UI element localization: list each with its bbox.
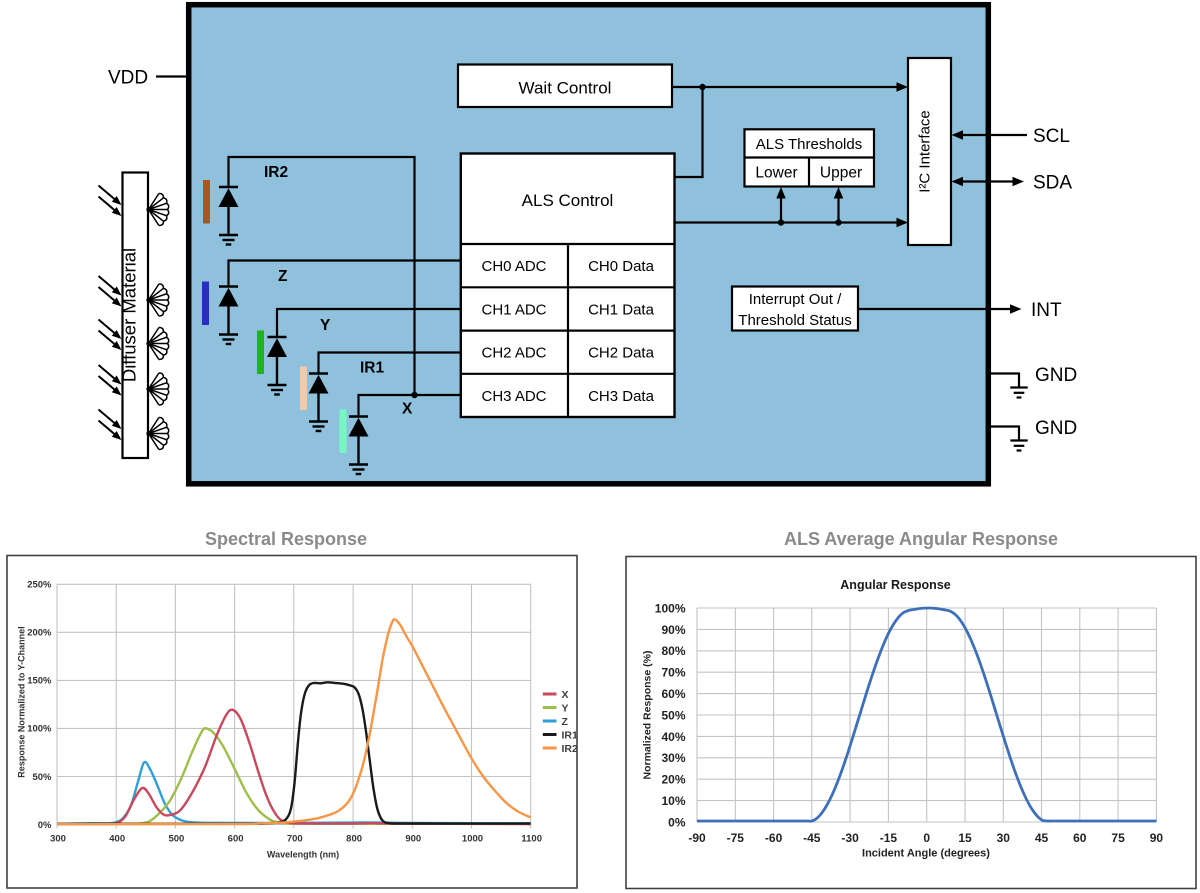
- svg-text:ALS Thresholds: ALS Thresholds: [756, 136, 862, 153]
- svg-text:20%: 20%: [661, 773, 685, 787]
- svg-text:500: 500: [168, 833, 184, 844]
- svg-text:-30: -30: [841, 831, 859, 845]
- svg-text:200%: 200%: [27, 628, 52, 639]
- svg-text:CH3 ADC: CH3 ADC: [481, 388, 546, 405]
- svg-text:CH2 Data: CH2 Data: [588, 345, 655, 362]
- svg-text:100%: 100%: [27, 724, 52, 735]
- svg-text:VDD: VDD: [108, 67, 148, 88]
- svg-text:-15: -15: [880, 831, 898, 845]
- svg-text:10%: 10%: [661, 794, 685, 808]
- svg-text:Threshold Status: Threshold Status: [738, 312, 851, 329]
- svg-text:0%: 0%: [38, 820, 52, 831]
- svg-text:1000: 1000: [462, 833, 483, 844]
- svg-text:80%: 80%: [661, 644, 685, 658]
- svg-text:Y: Y: [320, 317, 331, 334]
- svg-text:IR2: IR2: [562, 743, 579, 755]
- svg-text:70%: 70%: [661, 666, 685, 680]
- svg-text:Lower: Lower: [755, 165, 797, 182]
- svg-text:INT: INT: [1031, 300, 1062, 321]
- svg-text:100%: 100%: [655, 601, 686, 615]
- svg-text:50%: 50%: [661, 708, 685, 722]
- svg-text:250%: 250%: [27, 580, 52, 591]
- svg-text:SDA: SDA: [1033, 172, 1072, 193]
- svg-text:900: 900: [405, 833, 421, 844]
- svg-text:0%: 0%: [668, 815, 686, 829]
- svg-text:CH0 ADC: CH0 ADC: [481, 258, 546, 275]
- svg-text:-45: -45: [803, 831, 821, 845]
- svg-text:Z: Z: [562, 716, 569, 728]
- svg-text:300: 300: [50, 833, 66, 844]
- svg-text:GND: GND: [1035, 418, 1077, 439]
- svg-text:GND: GND: [1035, 365, 1077, 386]
- svg-text:-60: -60: [765, 831, 783, 845]
- svg-text:50%: 50%: [32, 772, 52, 783]
- svg-text:CH2 ADC: CH2 ADC: [481, 345, 546, 362]
- svg-text:400: 400: [109, 833, 125, 844]
- svg-text:30%: 30%: [661, 751, 685, 765]
- svg-text:CH1 ADC: CH1 ADC: [481, 301, 546, 318]
- svg-text:CH0 Data: CH0 Data: [588, 258, 655, 275]
- svg-text:Normalized Response (%): Normalized Response (%): [642, 651, 654, 780]
- svg-text:Spectral Response: Spectral Response: [205, 529, 367, 549]
- svg-text:Wait Control: Wait Control: [519, 79, 612, 98]
- svg-text:Diffuser Material: Diffuser Material: [119, 248, 140, 382]
- svg-text:IR1: IR1: [562, 729, 579, 741]
- svg-text:CH1 Data: CH1 Data: [588, 301, 655, 318]
- svg-text:X: X: [402, 401, 413, 418]
- svg-text:-90: -90: [688, 831, 706, 845]
- svg-text:600: 600: [228, 833, 244, 844]
- svg-text:15: 15: [958, 831, 972, 845]
- svg-text:CH3 Data: CH3 Data: [588, 388, 655, 405]
- svg-text:0: 0: [923, 831, 930, 845]
- svg-text:IR2: IR2: [264, 164, 288, 181]
- svg-text:X: X: [562, 689, 569, 701]
- svg-text:Interrupt Out /: Interrupt Out /: [749, 291, 842, 308]
- svg-text:75: 75: [1111, 831, 1125, 845]
- svg-text:ALS Average Angular Response: ALS Average Angular Response: [784, 529, 1058, 549]
- svg-text:40%: 40%: [661, 730, 685, 744]
- svg-text:Angular Response: Angular Response: [840, 578, 950, 592]
- svg-text:Z: Z: [278, 268, 288, 285]
- svg-text:Y: Y: [562, 702, 569, 714]
- svg-text:Upper: Upper: [820, 165, 862, 182]
- svg-text:-75: -75: [727, 831, 745, 845]
- svg-text:60%: 60%: [661, 687, 685, 701]
- svg-text:I²C Interface: I²C Interface: [917, 110, 934, 193]
- svg-text:ALS Control: ALS Control: [522, 191, 614, 210]
- svg-text:Response Normalized to Y-Chann: Response Normalized to Y-Channel: [17, 626, 27, 777]
- svg-text:90%: 90%: [661, 623, 685, 637]
- svg-text:90: 90: [1150, 831, 1164, 845]
- svg-text:150%: 150%: [27, 676, 52, 687]
- svg-text:45: 45: [1035, 831, 1049, 845]
- svg-text:1100: 1100: [521, 833, 542, 844]
- svg-text:700: 700: [287, 833, 303, 844]
- svg-text:60: 60: [1073, 831, 1087, 845]
- svg-text:30: 30: [997, 831, 1011, 845]
- svg-text:SCL: SCL: [1033, 126, 1070, 147]
- svg-text:IR1: IR1: [360, 360, 385, 377]
- svg-text:Incident Angle (degrees): Incident Angle (degrees): [862, 848, 990, 860]
- svg-text:800: 800: [346, 833, 362, 844]
- svg-text:Wavelength (nm): Wavelength (nm): [267, 850, 339, 860]
